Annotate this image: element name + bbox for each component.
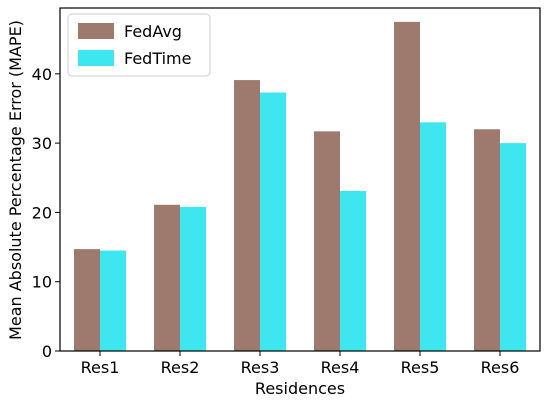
bar-fedtime-res2 bbox=[180, 206, 206, 351]
bar-fedtime-res1 bbox=[100, 250, 126, 351]
y-axis: 0 10 20 30 40 bbox=[32, 65, 60, 361]
bar-fedavg-res2 bbox=[154, 204, 180, 351]
y-tick-label: 0 bbox=[42, 342, 52, 361]
bar-fedtime-res5 bbox=[420, 122, 446, 351]
bars-layer bbox=[74, 21, 526, 352]
legend-swatch-fedavg bbox=[78, 23, 114, 39]
bar-fedavg-res4 bbox=[314, 131, 340, 351]
bar-fedavg-res6 bbox=[474, 129, 500, 351]
x-tick-label: Res1 bbox=[81, 358, 120, 377]
y-tick-label: 40 bbox=[32, 65, 52, 84]
bar-fedavg-res3 bbox=[234, 80, 260, 352]
x-tick-label: Res3 bbox=[241, 358, 280, 377]
bar-fedavg-res1 bbox=[74, 249, 100, 351]
x-tick-label: Res4 bbox=[321, 358, 360, 377]
y-axis-label: Mean Absolute Percentage Error (MAPE) bbox=[6, 20, 25, 340]
y-tick-label: 20 bbox=[32, 203, 52, 222]
bar-fedavg-res5 bbox=[394, 21, 420, 352]
legend: FedAvg FedTime bbox=[67, 13, 211, 77]
legend-label-fedavg: FedAvg bbox=[124, 22, 182, 41]
legend-swatch-fedtime bbox=[78, 50, 114, 66]
bar-fedtime-res4 bbox=[340, 190, 366, 351]
x-tick-label: Res6 bbox=[481, 358, 520, 377]
y-tick-label: 30 bbox=[32, 134, 52, 153]
plot-frame bbox=[59, 7, 541, 352]
bar-fedtime-res6 bbox=[500, 143, 526, 351]
bar-fedtime-res3 bbox=[260, 92, 286, 351]
y-tick-label: 10 bbox=[32, 273, 52, 292]
x-axis: Res1 Res2 Res3 Res4 Res5 Res6 bbox=[81, 351, 520, 377]
x-tick-label: Res2 bbox=[161, 358, 200, 377]
x-axis-label: Residences bbox=[255, 379, 345, 398]
legend-label-fedtime: FedTime bbox=[124, 49, 191, 68]
x-tick-label: Res5 bbox=[401, 358, 440, 377]
